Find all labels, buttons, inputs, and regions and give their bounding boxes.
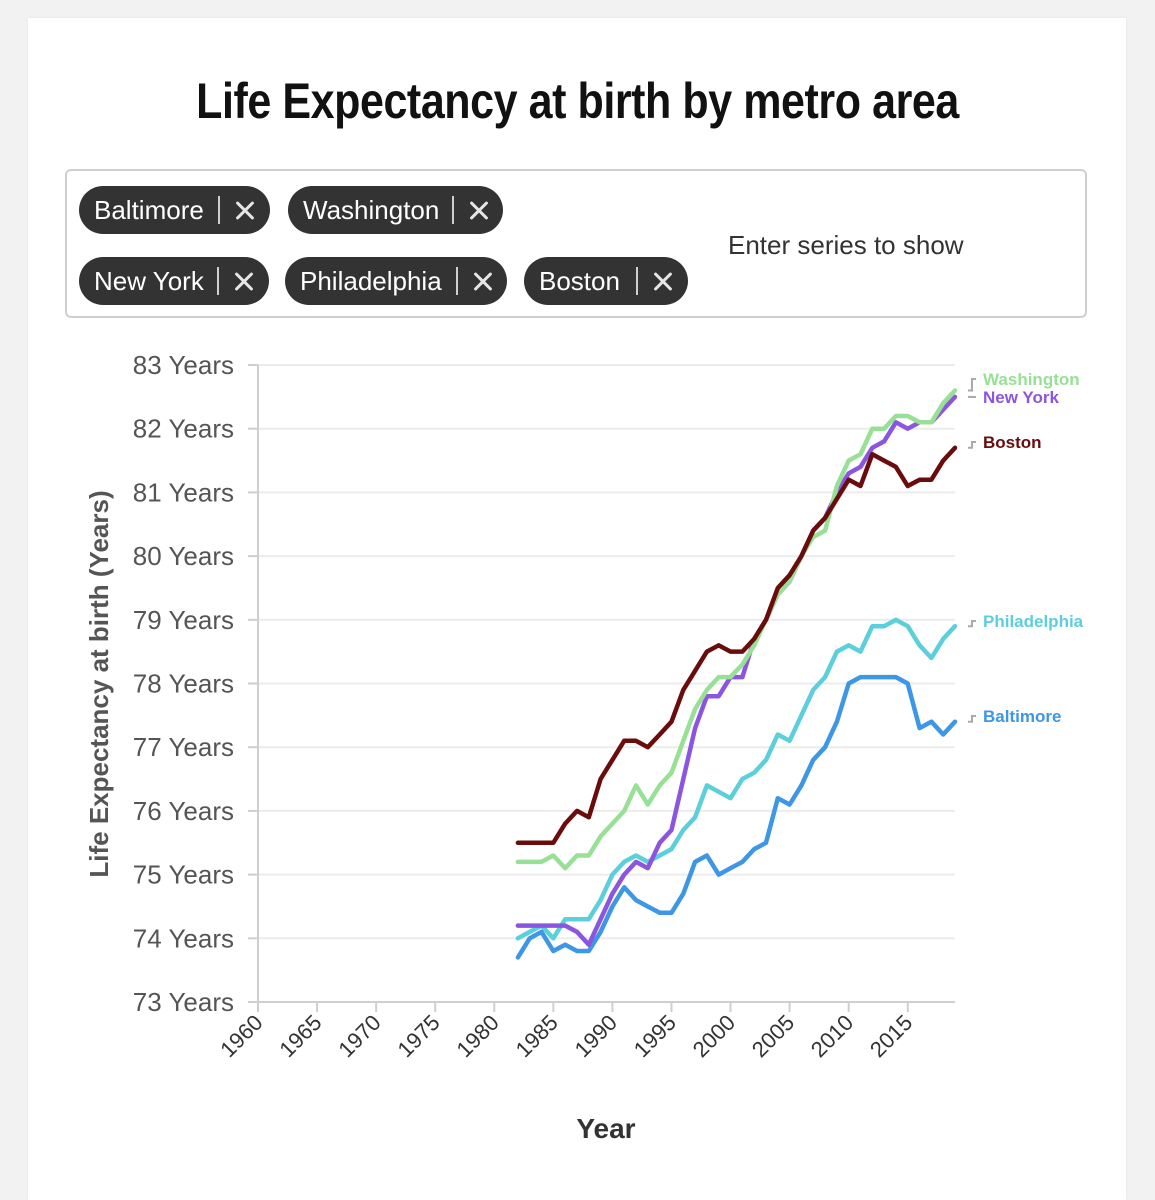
series-line-baltimore	[515, 674, 958, 960]
label-leader	[968, 620, 976, 628]
x-axis-ticks: 1960 1965 1970 1975 1980 1985 1990 1995 2000 2005…	[215, 1010, 917, 1062]
x-tick-label: 1990	[570, 1010, 622, 1062]
chip-label: Boston	[539, 265, 620, 296]
x-tick-label: 1960	[215, 1010, 267, 1062]
series-line-new-york	[515, 394, 958, 947]
x-tick-label: 1985	[511, 1010, 563, 1062]
y-tick-label: 83 Years	[133, 350, 234, 380]
chip-boston: Boston	[524, 257, 688, 305]
series-label-new-york: New York	[983, 388, 1059, 407]
x-tick-label: 1995	[629, 1010, 681, 1062]
series-lines	[515, 388, 958, 960]
x-tick-label: 1975	[392, 1010, 444, 1062]
y-tick-label: 79 Years	[133, 605, 234, 635]
series-label-baltimore: Baltimore	[983, 707, 1061, 726]
x-tick-label: 1970	[333, 1010, 385, 1062]
chip-separator	[217, 267, 219, 295]
series-line-boston	[515, 445, 958, 846]
x-axis-title: Year	[576, 1113, 635, 1144]
chip-label: Philadelphia	[300, 265, 442, 296]
chip-philadelphia: Philadelphia	[285, 257, 507, 305]
y-tick-label: 77 Years	[133, 732, 234, 762]
y-tick-label: 76 Years	[133, 796, 234, 826]
chip-new-york: New York	[79, 257, 269, 305]
series-line-philadelphia	[515, 617, 958, 941]
y-tick-label: 80 Years	[133, 541, 234, 571]
y-tick-label: 75 Years	[133, 860, 234, 890]
chart-title: Life Expectancy at birth by metro area	[196, 73, 959, 129]
y-tick-label: 81 Years	[133, 477, 234, 507]
x-tick-label: 2005	[747, 1010, 799, 1062]
series-label-philadelphia: Philadelphia	[983, 612, 1084, 631]
chip-separator	[218, 196, 220, 224]
chip-separator	[636, 267, 638, 295]
label-leader	[968, 715, 976, 723]
y-tick-label: 82 Years	[133, 414, 234, 444]
y-tick-label: 74 Years	[133, 923, 234, 953]
chip-label: Baltimore	[94, 194, 204, 225]
chip-washington: Washington	[288, 186, 503, 234]
chip-separator	[456, 267, 458, 295]
series-label-washington: Washington	[983, 370, 1080, 389]
x-tick-label: 1965	[274, 1010, 326, 1062]
chip-separator	[452, 196, 454, 224]
x-tick-label: 2000	[688, 1010, 740, 1062]
label-leader	[968, 378, 976, 392]
x-tick-label: 1980	[452, 1010, 504, 1062]
chip-label: New York	[94, 265, 204, 296]
x-tick-label: 2015	[865, 1010, 917, 1062]
label-leader	[968, 441, 976, 449]
series-search-input[interactable]	[728, 228, 1048, 262]
series-line-washington	[515, 388, 958, 871]
y-tick-label: 78 Years	[133, 669, 234, 699]
chip-label: Washington	[303, 194, 440, 225]
chip-baltimore: Baltimore	[79, 186, 270, 234]
series-label-boston: Boston	[983, 433, 1042, 452]
y-tick-label: 73 Years	[133, 987, 234, 1017]
y-axis-ticks: 73 Years 74 Years 75 Years 76 Years 77 Years…	[133, 350, 234, 1017]
y-axis-title: Life Expectancy at birth (Years)	[84, 490, 114, 877]
gridlines	[248, 364, 955, 1012]
x-tick-label: 2010	[806, 1010, 858, 1062]
